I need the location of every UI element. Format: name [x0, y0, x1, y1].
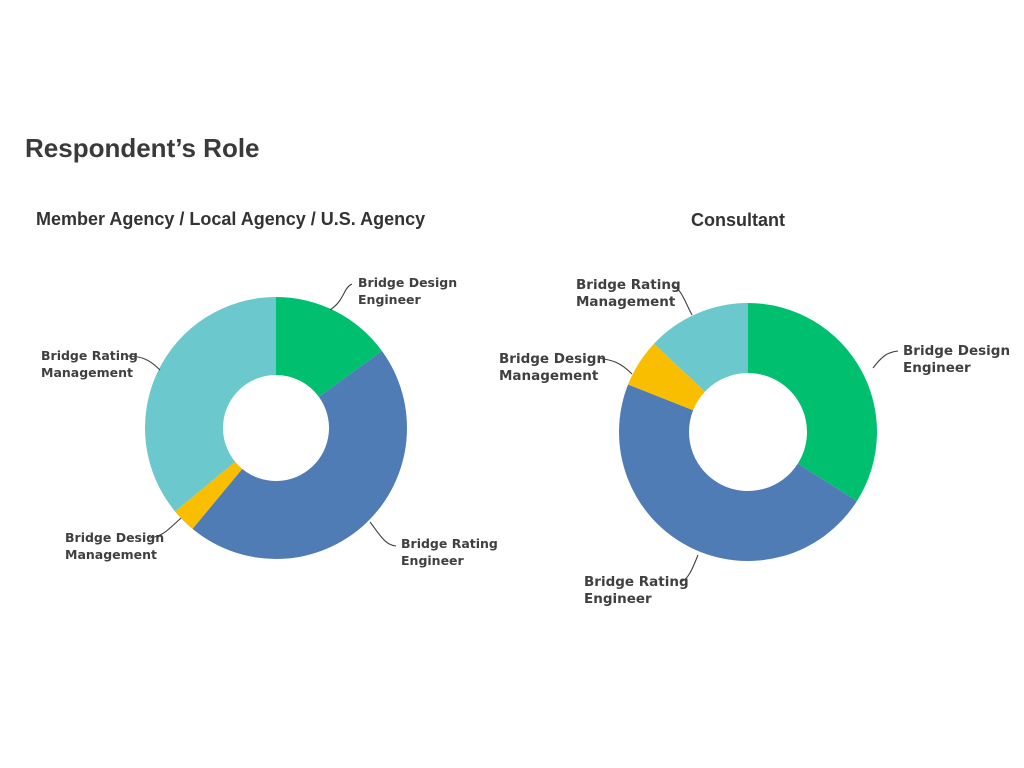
slice-label-line: Bridge Design — [499, 351, 606, 367]
slice-label-bridge-rating-management: Bridge Rating Management — [576, 277, 681, 310]
slice-label-line: Bridge Rating — [41, 348, 138, 363]
donut-slice-bridge-rating-engineer — [192, 351, 408, 560]
donut-slice-bridge-rating-management — [145, 297, 276, 512]
slice-label-bridge-design-management: Bridge Design Management — [499, 351, 606, 384]
leader-line — [679, 554, 699, 583]
slice-label-bridge-design-management: Bridge Design Management — [65, 530, 164, 562]
leader-line — [872, 350, 899, 369]
slice-label-line: Engineer — [358, 292, 422, 307]
slice-label-line: Bridge Rating — [584, 574, 689, 590]
donut-slice-bridge-design-engineer — [748, 303, 877, 502]
slice-label-line: Management — [41, 365, 133, 380]
slice-label-line: Bridge Design — [65, 530, 164, 545]
slice-label-line: Bridge Design — [358, 275, 457, 290]
donut-slice-bridge-design-management — [175, 461, 243, 529]
slice-label-line: Engineer — [401, 553, 465, 568]
slice-label-bridge-design-engineer: Bridge Design Engineer — [903, 343, 1010, 376]
leader-line — [329, 283, 353, 311]
donut-slice-bridge-rating-engineer — [619, 384, 857, 561]
slice-label-bridge-design-engineer: Bridge Design Engineer — [358, 275, 457, 307]
leader-line — [369, 521, 397, 547]
chart-title-consultant: Consultant — [691, 210, 785, 230]
chart-title-member-agency: Member Agency / Local Agency / U.S. Agen… — [36, 209, 426, 229]
slice-label-bridge-rating-engineer: Bridge Rating Engineer — [401, 536, 498, 568]
donut-slice-bridge-design-engineer — [276, 297, 382, 397]
slice-label-line: Management — [499, 368, 599, 384]
slice-label-line: Engineer — [584, 591, 652, 607]
leader-line — [149, 517, 182, 539]
leader-line — [126, 355, 161, 371]
leader-line — [671, 284, 693, 316]
slice-label-line: Bridge Rating — [576, 277, 681, 293]
slice-label-line: Bridge Rating — [401, 536, 498, 551]
slice-label-line: Engineer — [903, 360, 971, 376]
page-title: Respondent’s Role — [25, 133, 260, 163]
donut-slice-bridge-rating-management — [653, 303, 748, 392]
slice-label-bridge-rating-engineer: Bridge Rating Engineer — [584, 574, 689, 607]
slice-label-line: Management — [576, 294, 676, 310]
slice-label-line: Management — [65, 547, 157, 562]
leader-line — [597, 357, 633, 375]
donut-slice-bridge-design-management — [628, 343, 705, 411]
slice-label-bridge-rating-management: Bridge Rating Management — [41, 348, 138, 380]
slice-label-line: Bridge Design — [903, 343, 1010, 359]
